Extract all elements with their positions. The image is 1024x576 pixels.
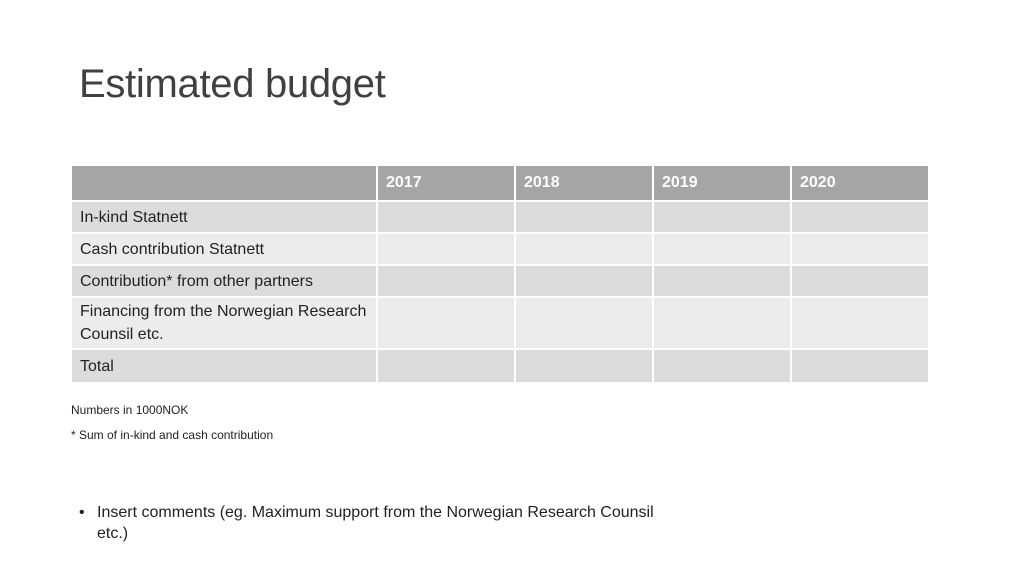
- table-cell: [376, 200, 516, 234]
- row-label-research-council: Financing from the Norwegian Research Co…: [70, 296, 378, 350]
- table-cell: [514, 296, 654, 350]
- table-cell: [376, 232, 516, 266]
- footnote: * Sum of in-kind and cash contribution: [71, 428, 274, 442]
- table-cell: [514, 200, 654, 234]
- table-cell: [376, 264, 516, 298]
- slide-title: Estimated budget: [79, 62, 386, 106]
- year-header-2019: 2019: [652, 164, 792, 202]
- table-cell: [790, 296, 930, 350]
- table-cell: [790, 200, 930, 234]
- table-cell: [790, 264, 930, 298]
- table-cell: [514, 348, 654, 384]
- table-cell: [376, 348, 516, 384]
- row-label-in-kind-statnett: In-kind Statnett: [70, 200, 378, 234]
- units-note: Numbers in 1000NOK: [71, 403, 189, 417]
- table-cell: [652, 264, 792, 298]
- table-cell: [514, 232, 654, 266]
- row-label-other-partners: Contribution* from other partners: [70, 264, 378, 298]
- bullet-icon: •: [79, 504, 85, 521]
- table-cell: [790, 232, 930, 266]
- year-header-2018: 2018: [514, 164, 654, 202]
- table-cell: [376, 296, 516, 350]
- comment-text: Insert comments (eg. Maximum support fro…: [97, 504, 654, 542]
- row-label-cash-contribution: Cash contribution Statnett: [70, 232, 378, 266]
- budget-table: 2017 2018 2019 2020 In-kind Statnett Cas…: [70, 164, 930, 384]
- row-label-total: Total: [70, 348, 378, 384]
- table-cell: [652, 232, 792, 266]
- year-header-2020: 2020: [790, 164, 930, 202]
- header-corner-cell: [70, 164, 378, 202]
- year-header-2017: 2017: [376, 164, 516, 202]
- table-cell: [514, 264, 654, 298]
- table-row: In-kind Statnett: [70, 200, 930, 234]
- table-row: Financing from the Norwegian Research Co…: [70, 296, 930, 350]
- table-header-row: 2017 2018 2019 2020: [70, 164, 930, 202]
- table-row: Cash contribution Statnett: [70, 232, 930, 266]
- list-item: • Insert comments (eg. Maximum support f…: [79, 502, 679, 544]
- table-cell: [652, 200, 792, 234]
- table-cell: [652, 296, 792, 350]
- comments-list: • Insert comments (eg. Maximum support f…: [79, 502, 679, 544]
- table-row-total: Total: [70, 348, 930, 384]
- table-cell: [790, 348, 930, 384]
- table-row: Contribution* from other partners: [70, 264, 930, 298]
- table-cell: [652, 348, 792, 384]
